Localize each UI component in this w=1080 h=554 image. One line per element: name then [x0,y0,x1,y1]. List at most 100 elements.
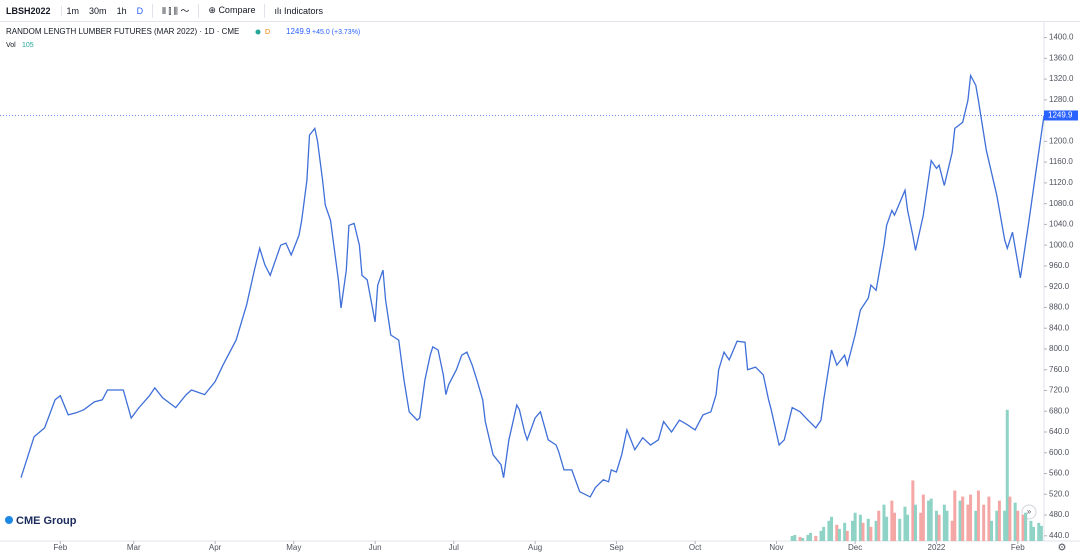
volume-bar [937,514,941,541]
y-tick-label: 1360.0 [1049,53,1074,62]
y-tick-label: 1400.0 [1049,33,1074,42]
settings-icon[interactable]: ⚙ [1058,543,1067,554]
volume-bar [1024,512,1028,541]
y-tick-label: 840.0 [1049,323,1070,332]
y-tick-label: 720.0 [1049,386,1070,395]
volume-bar [906,514,910,541]
x-tick-label: Dec [848,543,862,552]
volume-bar [845,530,849,541]
watermark: CME Group [16,515,77,527]
volume-bar [945,510,949,541]
volume-bar [921,494,925,541]
volume-bar [966,504,970,541]
y-tick-label: 920.0 [1049,282,1070,291]
y-tick-label: 880.0 [1049,303,1070,312]
volume-bar [892,512,896,541]
y-tick-label: 960.0 [1049,261,1070,270]
legend-price: 1249.9 [286,27,311,36]
x-tick-label: Jun [369,543,382,552]
last-price-label: 1249.9 [1048,111,1073,120]
y-tick-label: 1280.0 [1049,95,1074,104]
volume-bar [1003,510,1007,541]
volume-bar [969,494,973,541]
volume-bar [1029,520,1033,541]
y-tick-label: 560.0 [1049,469,1070,478]
volume-bar [903,506,907,541]
volume-bar [987,496,991,541]
volume-bar [790,535,794,541]
volume-bar [793,534,797,541]
volume-bar [819,530,823,541]
x-tick-label: Oct [689,543,702,552]
interval[interactable]: 30m [89,5,107,16]
logo-icon [5,516,13,524]
volume-bar [830,516,834,541]
interval[interactable]: 1h [116,5,127,16]
volume-bar [958,500,962,541]
x-tick-label: Nov [769,543,783,552]
volume-label: Vol [6,42,16,49]
volume-bar [877,510,881,541]
indicators-label: Indicators [283,5,323,16]
compare-button[interactable]: ⊕ Compare [208,5,256,15]
volume-bar [806,534,810,541]
scroll-icon: » [1027,507,1032,516]
y-tick-label: 600.0 [1049,448,1070,457]
x-tick-label: Aug [528,543,542,552]
status-dot [255,29,261,35]
x-tick-label: Mar [127,543,141,552]
volume-bar [911,480,915,541]
volume-bar [990,520,994,541]
volume-bar [814,535,818,541]
symbol[interactable]: LBSH2022 [0,5,62,16]
volume-bar [1032,526,1036,541]
price-line [20,73,1045,498]
volume-bar [851,520,855,541]
y-tick-label: 1200.0 [1049,136,1074,145]
volume-bar [913,504,917,541]
volume-bar [934,510,938,541]
y-tick-label: 1000.0 [1049,240,1074,249]
volume-bar [997,500,1001,541]
y-tick-label: 480.0 [1049,510,1070,519]
chart-type-icons[interactable]: ⫴ ⫿ ⫼ 〜 [162,6,190,16]
volume-bar [950,520,954,541]
volume-bar [974,510,978,541]
legend-change: +45.0 (+3.73%) [312,29,360,36]
x-tick-label: Sep [609,543,624,552]
volume-bar [1039,525,1043,541]
volume-bar [919,512,923,541]
toolbar: LBSH2022 1m 30m 1h D ⫴ ⫿ ⫼ 〜 ⊕ Compare ı… [0,0,1080,22]
volume-bar [1005,409,1009,541]
separator [264,3,266,18]
volume-bar [1008,496,1012,541]
volume-bar [837,528,841,541]
volume-bar [885,516,889,541]
x-tick-label: Feb [53,543,67,552]
y-tick-label: 680.0 [1049,406,1070,415]
indicators-button[interactable]: ılı Indicators [274,5,323,16]
y-tick-label: 1080.0 [1049,199,1074,208]
volume-bar [898,518,902,541]
last-price-box [1044,110,1078,121]
separator [198,3,200,18]
volume-bar [827,520,831,541]
volume-bar [853,512,857,541]
chart-title: RANDOM LENGTH LUMBER FUTURES (MAR 2022) … [6,27,239,36]
y-tick-label: 520.0 [1049,489,1070,498]
volume-bar [809,532,813,541]
y-tick-label: 1320.0 [1049,74,1074,83]
x-tick-label: May [286,543,301,552]
volume-bar [976,490,980,541]
y-tick-label: 1160.0 [1049,157,1073,166]
interval[interactable]: D [136,5,144,16]
volume-bar [982,504,986,541]
volume-bar [801,537,805,541]
y-tick-label: 800.0 [1049,344,1070,353]
interval[interactable]: 1m [66,5,80,16]
volume-bar [798,536,802,541]
volume-bar [927,500,931,541]
volume-bar [866,518,870,541]
